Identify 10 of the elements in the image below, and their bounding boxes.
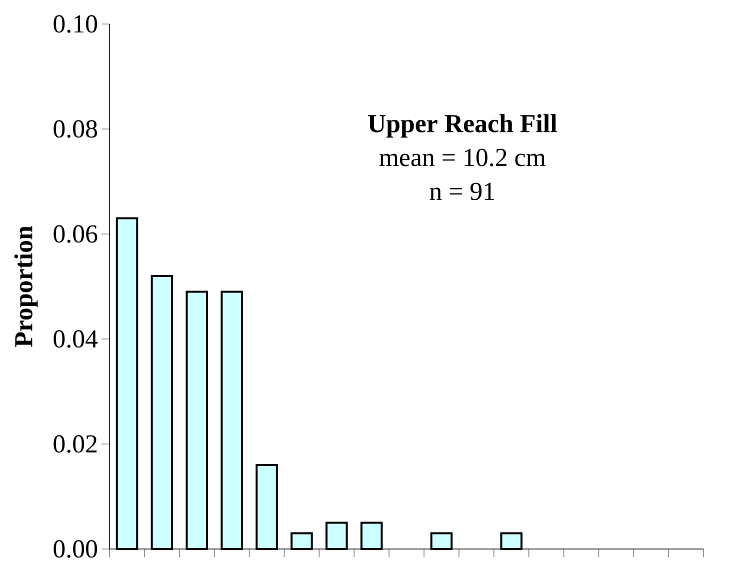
y-axis-title: Proportion [14,226,38,347]
annotation: n = 91 [430,182,494,200]
y-tick-label: 0.04 [54,330,98,348]
y-tick-label: 0.06 [54,225,98,243]
y-tick-label: 0.10 [54,15,98,33]
y-tick-label: 0.00 [54,540,98,558]
text: Upper Reach Fill [368,114,557,138]
y-tick-label: 0.02 [54,435,97,453]
y-tick-label: 0.08 [54,120,98,138]
annotation: mean = 10.2 cm [379,148,546,166]
